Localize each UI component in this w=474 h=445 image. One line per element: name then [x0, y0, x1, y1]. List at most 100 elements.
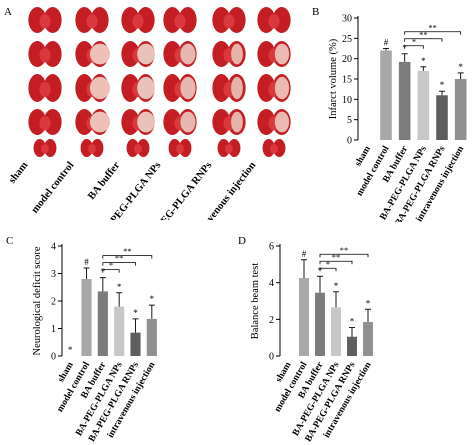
brain-slice-center: [88, 143, 96, 154]
bracket-label: **: [115, 253, 124, 263]
y-tick-label: 5: [347, 115, 352, 126]
significance-marker: *: [150, 294, 155, 304]
bar: [331, 307, 341, 356]
bar: [146, 318, 157, 356]
significance-marker: *: [366, 298, 371, 308]
significance-marker: *: [440, 80, 445, 90]
significance-marker: #: [84, 257, 89, 267]
y-tick-label: 6: [269, 242, 274, 253]
significance-marker: #: [302, 249, 307, 259]
brain-slice: [28, 41, 62, 67]
bar: [380, 50, 392, 140]
infarct-region: [180, 111, 196, 133]
y-tick-label: 1: [51, 324, 56, 335]
brain-slice: [212, 41, 246, 67]
brain-sections-photo-panel: A sham model control BA bufferBA-PEG-PLGA …: [4, 6, 291, 220]
significance-bracket: [319, 267, 337, 272]
y-tick-label: 30: [342, 14, 352, 25]
brain-slice: [212, 74, 246, 102]
brain-slice: [28, 109, 62, 135]
brain-slice: [163, 41, 197, 67]
bar: [347, 336, 357, 356]
brain-slice: [168, 139, 192, 157]
panel-label: D: [238, 235, 246, 247]
y-tick-label: 0: [347, 136, 352, 147]
bar: [114, 306, 125, 356]
panel-label-a: A: [4, 6, 12, 18]
brain-slice: [121, 74, 155, 102]
brain-slice: [262, 139, 286, 157]
infarct-region: [137, 76, 155, 100]
brain-slice: [28, 74, 62, 102]
bracket-label: *: [109, 260, 113, 270]
brain-slice: [75, 74, 111, 102]
infarct-region: [137, 111, 155, 133]
significance-bracket: [404, 31, 462, 35]
brain-slice: [121, 109, 155, 135]
group-label: sham: [7, 160, 31, 186]
y-tick-label: 3: [51, 269, 56, 280]
brain-slice-center: [268, 14, 280, 29]
bracket-label: *: [326, 259, 330, 269]
significance-marker: *: [68, 345, 73, 355]
brain-slice: [163, 74, 197, 102]
brain-slice: [75, 41, 111, 67]
significance-marker: *: [334, 281, 339, 291]
significance-bracket: [404, 45, 424, 49]
y-tick-label: 15: [342, 75, 352, 86]
infarct-region: [274, 43, 290, 65]
brain-slice-center: [223, 14, 235, 29]
infarct-region: [231, 111, 243, 133]
bar: [299, 278, 309, 356]
significance-bracket: [102, 262, 136, 266]
bar: [97, 291, 108, 356]
brain-slice: [212, 109, 246, 135]
y-tick-label: 2: [51, 297, 56, 308]
brain-slice-center: [39, 14, 51, 29]
brain-slice: [126, 139, 150, 157]
infarct-region: [89, 111, 111, 133]
y-tick-label: 0: [269, 352, 274, 363]
brain-slice: [212, 7, 246, 33]
infarct-region: [274, 76, 290, 100]
infarct-region: [231, 43, 243, 65]
y-tick-label: 25: [342, 34, 352, 45]
significance-bracket: [319, 253, 369, 258]
bar: [315, 292, 325, 356]
brain-slice-center: [225, 143, 233, 154]
group-label: BA buffer: [86, 160, 122, 202]
significance-bracket: [102, 269, 120, 273]
brain-slice: [257, 41, 291, 67]
y-tick-label: 20: [342, 54, 352, 65]
y-tick-label: 10: [342, 95, 352, 106]
significance-marker: *: [133, 308, 138, 318]
significance-marker: *: [421, 56, 426, 66]
y-axis-label: Infarct volume (%): [328, 38, 339, 119]
y-axis-label: Balance beam test: [250, 263, 261, 339]
brain-slice-center: [41, 143, 49, 154]
infarct-region: [89, 76, 111, 100]
brain-slice: [257, 74, 291, 102]
bar: [436, 95, 448, 140]
brain-slice-center: [270, 143, 278, 154]
brain-slice: [257, 109, 291, 135]
brain-slice: [121, 41, 155, 67]
brain-slice-center: [39, 116, 51, 131]
bracket-label: **: [332, 252, 341, 262]
panel-label: B: [312, 6, 319, 18]
bar: [454, 79, 467, 140]
bar: [363, 322, 373, 356]
significance-bracket: [404, 38, 443, 42]
brain-slice-center: [86, 14, 98, 29]
bracket-label: **: [123, 246, 132, 256]
y-tick-label: 0: [51, 352, 56, 363]
bracket-label: **: [340, 245, 349, 255]
brain-slice-center: [174, 14, 186, 29]
group-label: model control: [30, 160, 77, 216]
brain-slice: [75, 7, 109, 33]
bar: [81, 279, 92, 356]
brain-slice-grid: [28, 7, 291, 157]
